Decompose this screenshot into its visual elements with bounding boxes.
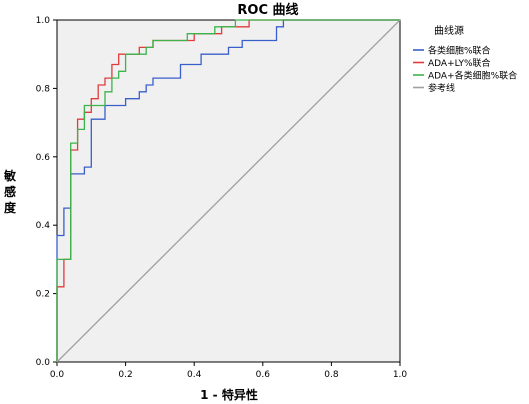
y-axis-ticks: 0.0 0.2 0.4 0.6 0.8 1.0 [36,16,57,368]
x-tick-label: 0.8 [324,370,339,380]
y-axis-title-char: 感 [4,184,16,199]
x-tick-label: 1.0 [393,370,408,380]
series-line-3 [56,19,400,362]
y-tick-label: 0.6 [36,153,51,163]
series-layer [56,19,401,363]
legend-title: 曲线源 [434,24,464,37]
x-tick-label: 0.2 [118,370,132,380]
y-tick-label: 0.0 [36,358,51,368]
y-tick-label: 0.8 [36,84,51,94]
x-axis-title: 1 - 特异性 [200,387,258,402]
legend-item-label: 参考线 [428,82,455,94]
x-tick-label: 0.4 [187,370,202,380]
y-tick-label: 1.0 [36,16,51,26]
x-axis-ticks: 0.0 0.2 0.4 0.6 0.8 1.0 [50,362,408,380]
y-axis-title-char: 敏 [3,168,17,183]
x-tick-label: 0.6 [256,370,271,380]
chart-title: ROC 曲线 [237,2,298,18]
legend-item-label: ADA+各类细胞%联合 [428,70,517,82]
series-line-1 [56,19,400,362]
x-tick-label: 0.0 [50,370,65,380]
y-axis-title: 敏感度 [3,168,17,215]
legend-item-label: 各类细胞%联合 [428,45,491,57]
y-tick-label: 0.2 [36,290,50,300]
y-axis-title-char: 度 [4,200,17,215]
y-tick-label: 0.4 [36,221,51,231]
legend-item-label: ADA+LY%联合 [428,57,491,69]
series-line-4 [56,19,401,363]
